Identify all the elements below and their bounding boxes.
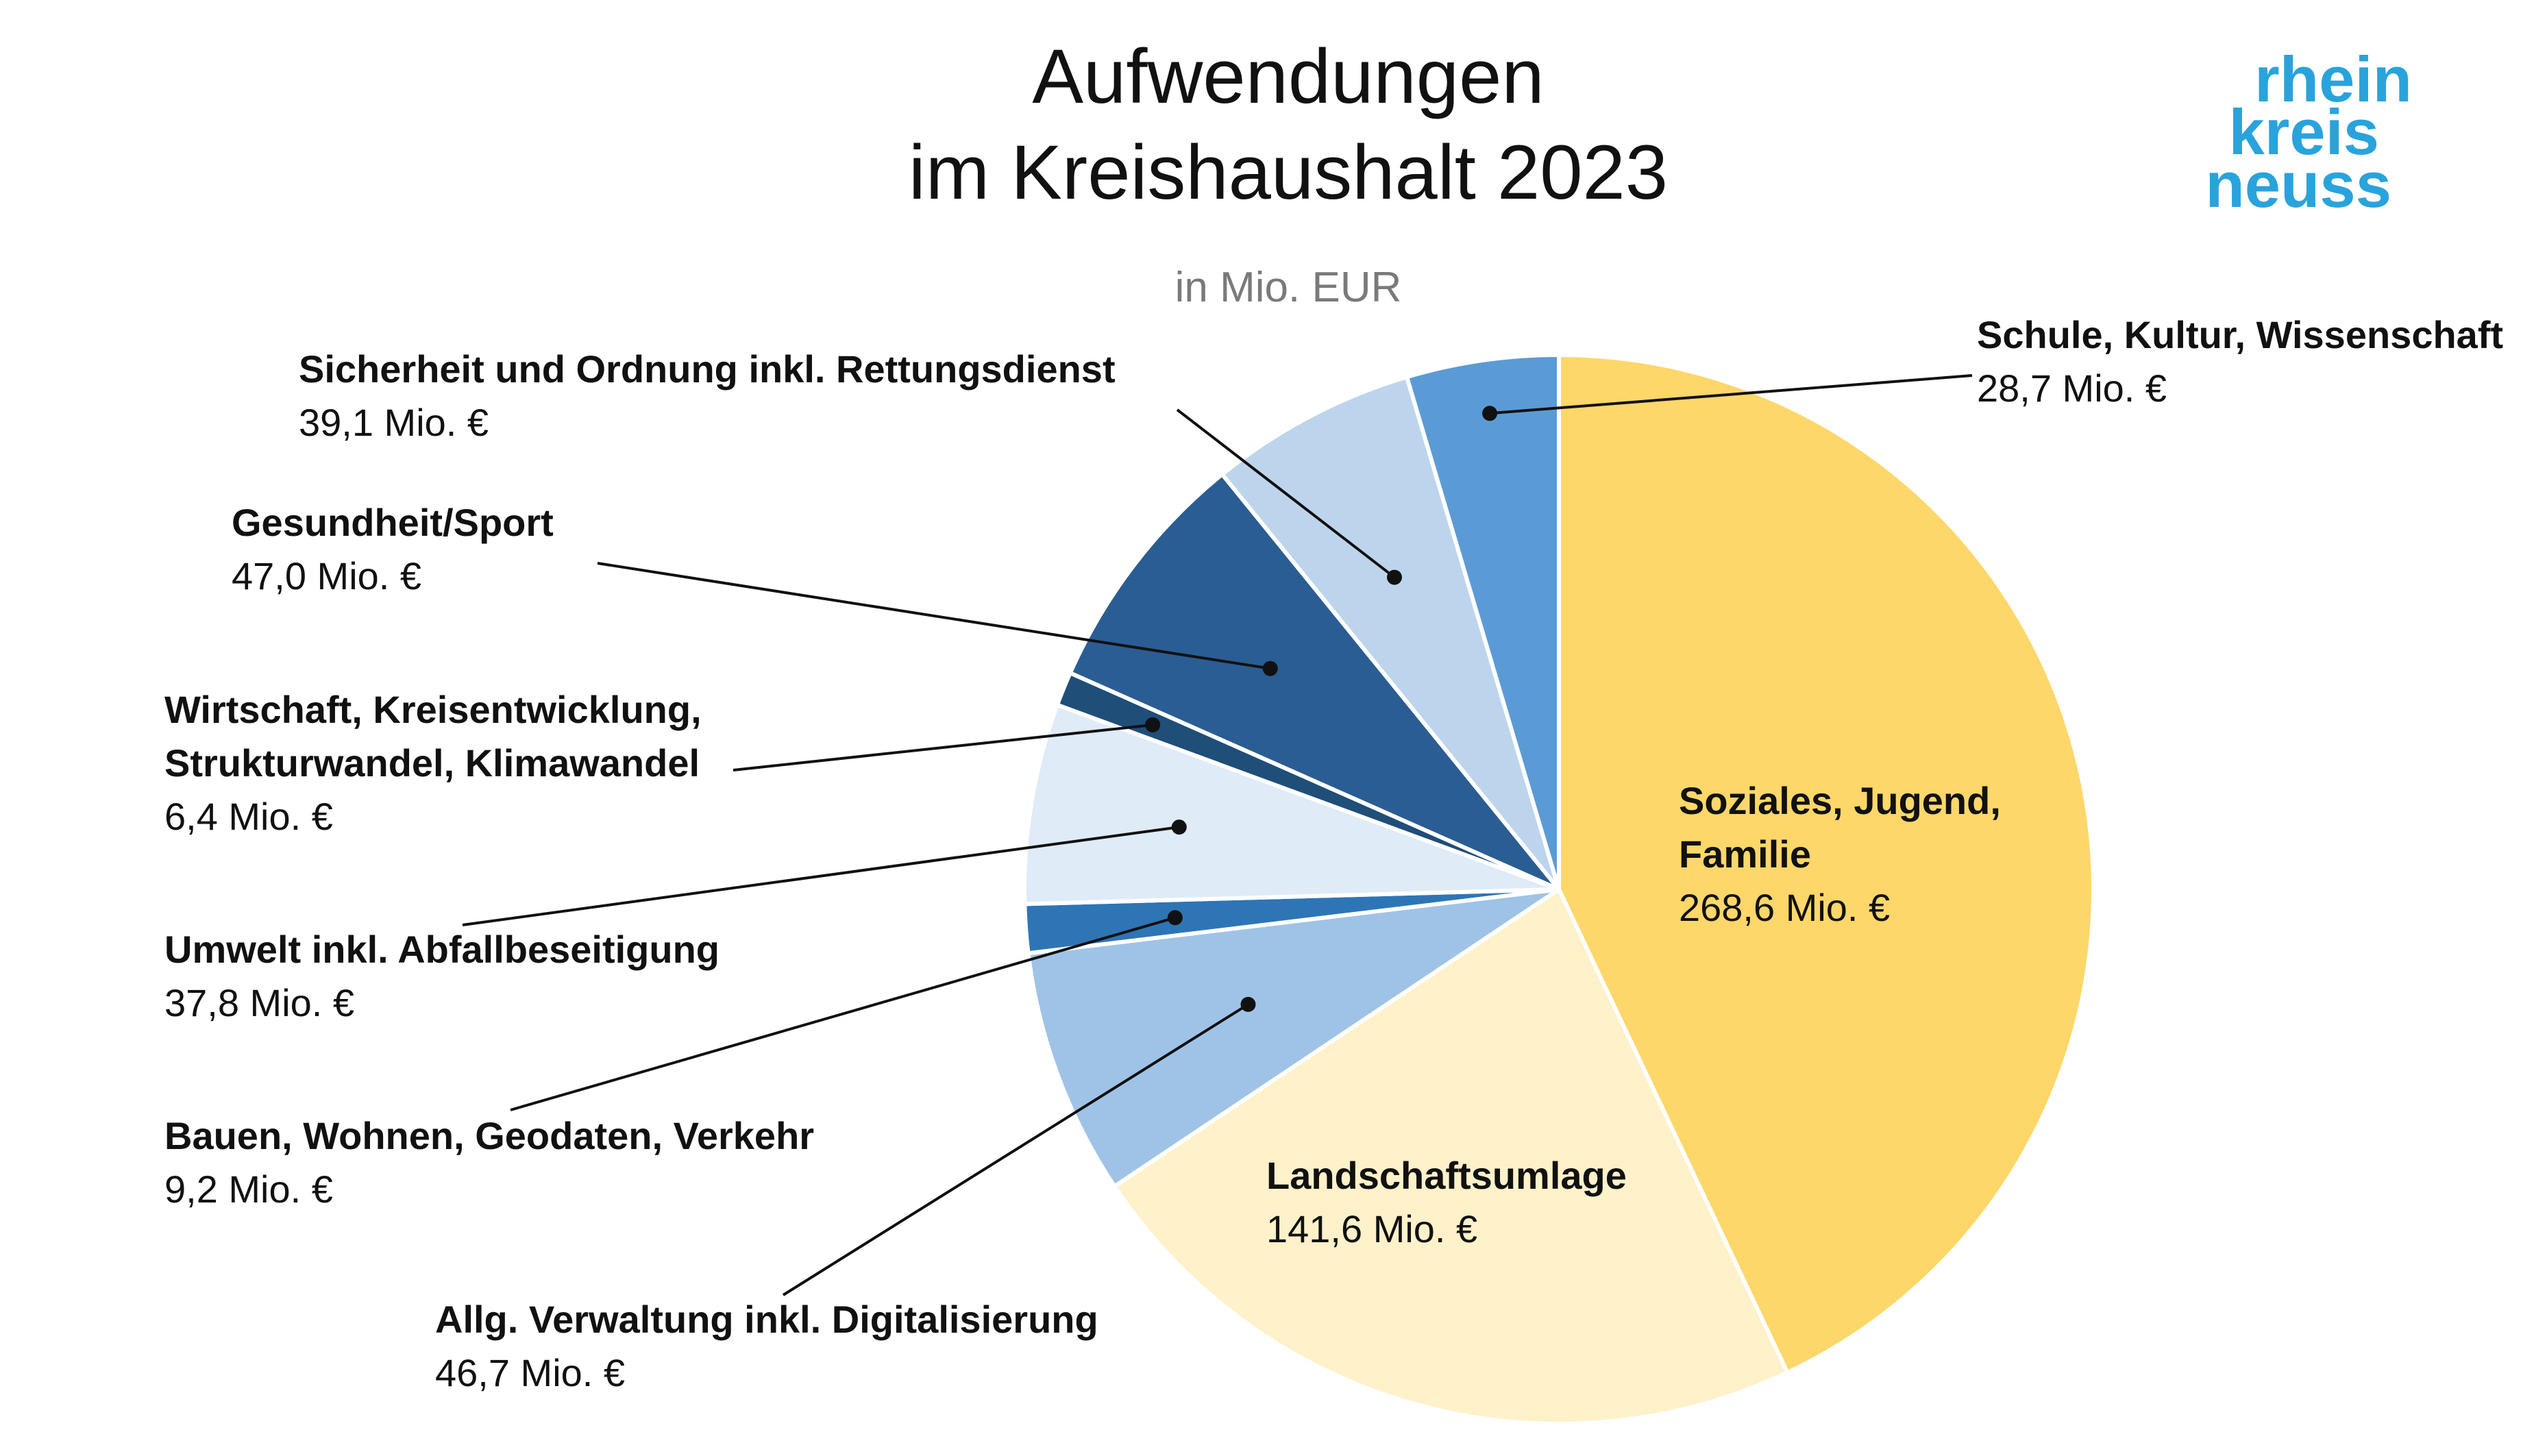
chart-title-line-2: im Kreishaushalt 2023 [909, 129, 1668, 215]
slice-label-name: Allg. Verwaltung inkl. Digitalisierung [435, 1298, 1098, 1341]
slice-label-value: 268,6 Mio. € [1679, 886, 1890, 929]
slice-label-name: Soziales, Jugend, [1679, 779, 2001, 822]
slice-label-value: 39,1 Mio. € [299, 401, 489, 444]
leader-line [733, 723, 1153, 772]
pie-slice [1404, 352, 1561, 890]
slice-label-value: 9,2 Mio. € [164, 1168, 333, 1211]
slice-label-name: Wirtschaft, Kreisentwicklung, [164, 688, 702, 731]
leader-dot [1145, 717, 1161, 732]
slice-label-name: Gesundheit/Sport [232, 501, 554, 544]
slice-label-name: Bauen, Wohnen, Geodaten, Verkehr [164, 1114, 814, 1157]
pie-slice [1067, 471, 1561, 891]
slice-label-value: 6,4 Mio. € [164, 795, 333, 838]
leader-line [462, 826, 1180, 926]
leader-dot [1387, 569, 1403, 585]
leader-line [1489, 374, 1973, 415]
leader-line [510, 916, 1176, 1111]
pie-slice [1111, 886, 1791, 1426]
chart-title-line-1: Aufwendungen [1032, 34, 1544, 119]
slice-label: Sicherheit und Ordnung inkl. Rettungsdie… [299, 347, 1116, 444]
pie-slice [1219, 374, 1561, 891]
slice-label-value: 37,8 Mio. € [164, 981, 354, 1024]
slice-label-value: 28,7 Mio. € [1977, 367, 2167, 410]
logo-line-3: neuss [2205, 149, 2391, 221]
leader-line [782, 1003, 1249, 1296]
leader-dot [1482, 406, 1498, 421]
leader-dot [1167, 910, 1183, 926]
slice-label-name: Schule, Kultur, Wissenschaft [1977, 313, 2503, 356]
slice-label: Landschaftsumlage 141,6 Mio. € [1266, 1154, 1627, 1250]
slice-label: Allg. Verwaltung inkl. Digitalisierung 46… [435, 1298, 1098, 1394]
pie-slice [1022, 702, 1560, 906]
slice-label: Gesundheit/Sport 47,0 Mio. € [232, 501, 554, 597]
slice-label: Bauen, Wohnen, Geodaten, Verkehr 9,2 Mio.… [164, 1114, 814, 1211]
slice-label: Wirtschaft, Kreisentwicklung, Strukturwan… [164, 688, 702, 838]
logo-line-2: kreis [2228, 96, 2379, 168]
slice-label: Schule, Kultur, Wissenschaft 28,7 Mio. € [1977, 313, 2503, 410]
leader-line [1176, 408, 1396, 579]
leader-dot [1240, 996, 1256, 1012]
slice-labels: Soziales, Jugend, Familie 268,6 Mio. € Land… [164, 313, 2503, 1394]
slice-label-name: Landschaftsumlage [1266, 1154, 1627, 1197]
slice-label-name: Familie [1679, 832, 1811, 876]
slice-label-name: Sicherheit und Ordnung inkl. Rettungsdie… [299, 347, 1116, 391]
chart-subtitle: in Mio. EUR [1175, 264, 1402, 311]
leader-dot [1171, 819, 1187, 835]
pie-slices [1022, 352, 2096, 1426]
slice-label-value: 47,0 Mio. € [232, 554, 421, 597]
slice-label-value: 46,7 Mio. € [435, 1351, 625, 1394]
slice-label: Umwelt inkl. Abfallbeseitigung 37,8 Mio. … [164, 928, 719, 1024]
slice-label-name: Umwelt inkl. Abfallbeseitigung [164, 928, 719, 971]
slice-label-value: 141,6 Mio. € [1266, 1207, 1477, 1250]
pie-slice [1557, 352, 2096, 1376]
brand-logo: rhein kreis neuss [2205, 43, 2412, 221]
leader-dot [1262, 661, 1278, 676]
slice-label: Soziales, Jugend, Familie 268,6 Mio. € [1679, 779, 2001, 929]
leader-lines [462, 374, 1973, 1296]
leader-line [597, 562, 1271, 670]
pie-slice [1026, 887, 1560, 1189]
slice-label-name: Strukturwandel, Klimawandel [164, 741, 700, 785]
logo-line-1: rhein [2254, 43, 2412, 115]
